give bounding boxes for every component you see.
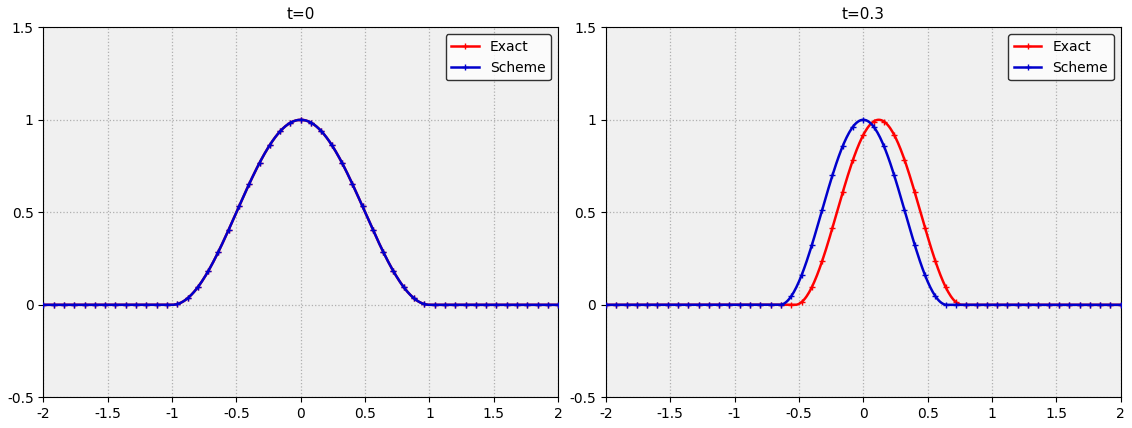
Exact [882,124,895,129]
Legend: Exact, Scheme: Exact, Scheme [1009,34,1114,80]
Exact [415,300,429,306]
Scheme [666,302,679,307]
Scheme [859,118,873,123]
Title: t=0.3: t=0.3 [842,7,885,22]
Scheme [366,227,379,232]
Scheme [1114,302,1127,307]
Exact [784,302,798,307]
Scheme [857,117,871,122]
Line: Exact: Exact [40,116,561,308]
Exact [319,135,333,140]
Exact [366,227,379,232]
Line: Scheme: Scheme [602,116,1124,308]
Scheme [551,302,565,307]
Scheme [928,294,942,299]
Scheme [36,302,50,307]
Exact [222,227,235,232]
Exact [928,259,942,264]
Exact [872,117,885,122]
Scheme [103,302,117,307]
Legend: Exact, Scheme: Exact, Scheme [446,34,551,80]
Scheme [319,135,333,140]
Scheme [882,157,895,162]
Exact [599,302,612,307]
Exact [978,302,992,307]
Exact [666,302,679,307]
Exact [1114,302,1127,307]
Scheme [978,302,992,307]
Scheme [415,300,429,306]
Scheme [784,294,798,299]
Scheme [599,302,612,307]
Scheme [297,117,310,122]
Exact [36,302,50,307]
Line: Exact: Exact [602,116,1124,308]
Exact [297,117,310,122]
Scheme [294,117,308,122]
Exact [551,302,565,307]
Title: t=0: t=0 [286,7,315,22]
Exact [294,117,308,122]
Line: Scheme: Scheme [40,116,561,308]
Exact [103,302,117,307]
Scheme [222,227,235,232]
Exact [858,130,872,135]
